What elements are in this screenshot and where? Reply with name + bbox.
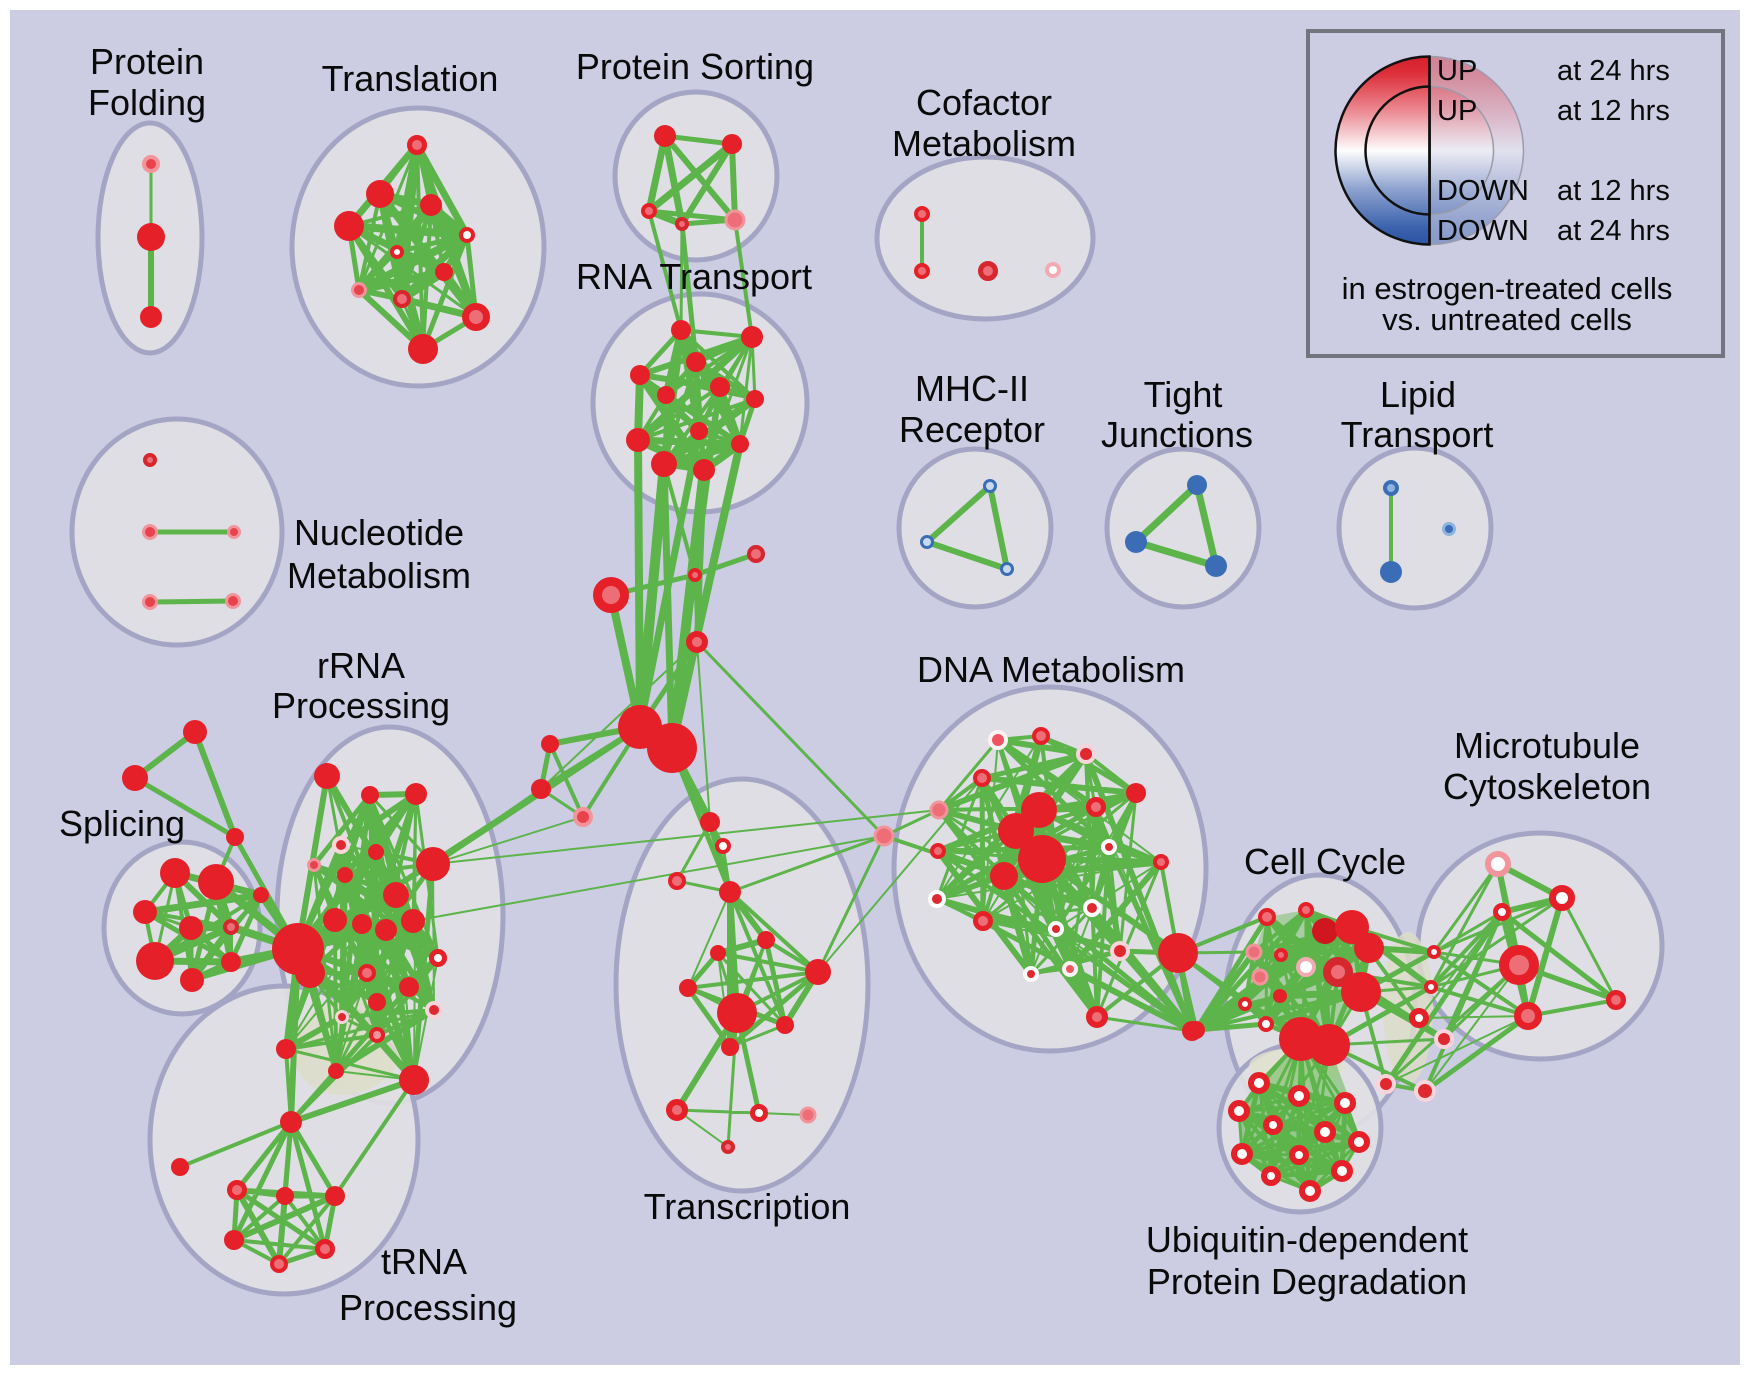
svg-text:Processing: Processing: [272, 685, 450, 726]
svg-text:Transport: Transport: [1341, 414, 1494, 455]
svg-text:DOWN: DOWN: [1437, 175, 1529, 207]
svg-text:Folding: Folding: [88, 82, 206, 123]
svg-text:DNA Metabolism: DNA Metabolism: [917, 649, 1185, 690]
svg-text:in estrogen-treated cells: in estrogen-treated cells: [1342, 271, 1673, 306]
svg-text:Protein: Protein: [90, 41, 204, 82]
svg-text:Transcription: Transcription: [644, 1186, 851, 1227]
svg-text:Protein Sorting: Protein Sorting: [576, 46, 814, 87]
svg-text:Tight: Tight: [1144, 374, 1223, 415]
svg-text:rRNA: rRNA: [317, 645, 405, 686]
svg-text:at 24 hrs: at 24 hrs: [1557, 55, 1670, 87]
svg-text:Splicing: Splicing: [59, 803, 185, 844]
svg-text:at 12 hrs: at 12 hrs: [1557, 175, 1670, 207]
svg-text:Cytoskeleton: Cytoskeleton: [1443, 766, 1651, 807]
svg-text:Metabolism: Metabolism: [287, 555, 471, 596]
svg-text:Nucleotide: Nucleotide: [294, 512, 464, 553]
svg-text:Protein Degradation: Protein Degradation: [1147, 1261, 1467, 1302]
svg-text:Metabolism: Metabolism: [892, 123, 1076, 164]
svg-text:Translation: Translation: [322, 58, 499, 99]
svg-text:Microtubule: Microtubule: [1454, 725, 1640, 766]
svg-text:UP: UP: [1437, 55, 1477, 87]
svg-text:Lipid: Lipid: [1380, 374, 1456, 415]
svg-text:Cofactor: Cofactor: [916, 82, 1052, 123]
svg-text:Processing: Processing: [339, 1287, 517, 1328]
svg-text:at 12 hrs: at 12 hrs: [1557, 95, 1670, 127]
svg-text:tRNA: tRNA: [381, 1241, 467, 1282]
svg-text:vs. untreated cells: vs. untreated cells: [1382, 302, 1632, 337]
svg-text:DOWN: DOWN: [1437, 215, 1529, 247]
svg-text:Junctions: Junctions: [1101, 414, 1253, 455]
svg-text:Ubiquitin-dependent: Ubiquitin-dependent: [1146, 1219, 1468, 1260]
svg-text:Receptor: Receptor: [899, 409, 1045, 450]
svg-text:UP: UP: [1437, 95, 1477, 127]
svg-text:RNA Transport: RNA Transport: [576, 256, 812, 297]
svg-text:MHC-II: MHC-II: [915, 368, 1029, 409]
svg-text:Cell Cycle: Cell Cycle: [1244, 841, 1406, 882]
svg-text:at 24 hrs: at 24 hrs: [1557, 215, 1670, 247]
